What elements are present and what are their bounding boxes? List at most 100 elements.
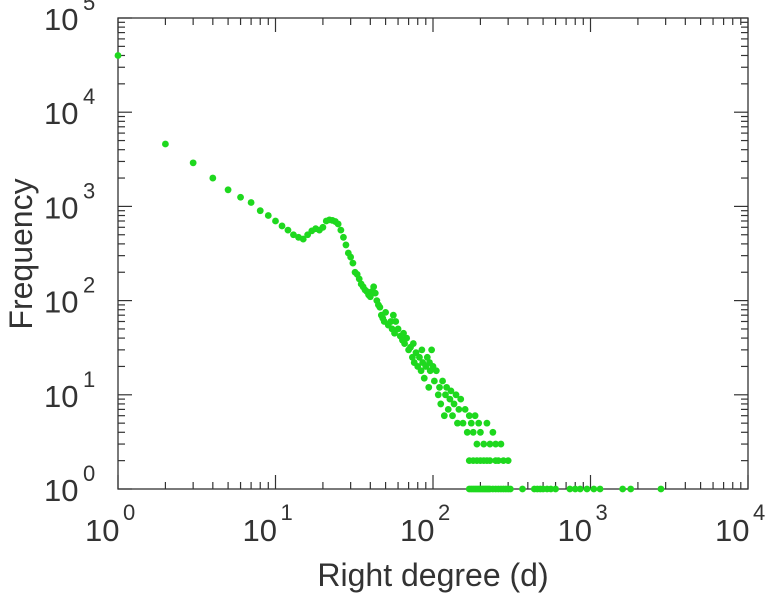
data-point	[475, 419, 483, 427]
data-point	[590, 485, 598, 493]
y-tick-exponent: 1	[83, 367, 95, 392]
data-point	[469, 428, 477, 436]
data-point	[394, 325, 402, 333]
data-point	[492, 440, 500, 448]
data-point	[583, 485, 591, 493]
data-point	[264, 212, 272, 219]
x-tick-exponent: 2	[438, 500, 450, 525]
data-point	[272, 217, 279, 225]
data-point	[370, 283, 378, 291]
data-point	[500, 457, 507, 465]
data-point	[442, 391, 449, 399]
data-point	[489, 428, 497, 436]
data-point	[440, 412, 448, 420]
data-point	[432, 367, 440, 375]
data-point	[342, 241, 350, 249]
data-point	[547, 485, 555, 493]
data-point	[416, 353, 423, 361]
data-point	[425, 383, 433, 391]
data-point	[401, 340, 408, 347]
data-point	[497, 440, 505, 448]
data-point	[486, 457, 494, 465]
x-tick-label: 10	[715, 513, 749, 548]
data-point	[355, 275, 363, 283]
y-tick-label: 10	[44, 285, 78, 320]
axis-ticks	[117, 17, 749, 490]
data-point	[366, 293, 374, 301]
y-tick-exponent: 5	[83, 0, 95, 15]
x-tick-label: 10	[243, 513, 277, 548]
data-point	[454, 419, 461, 427]
data-point	[492, 457, 500, 465]
data-point	[376, 303, 384, 311]
data-point	[519, 485, 526, 493]
x-tick-label: 10	[558, 513, 592, 548]
data-point	[504, 457, 512, 465]
data-point	[284, 226, 292, 234]
data-point	[403, 334, 411, 342]
data-point	[459, 419, 467, 427]
y-tick-exponent: 2	[83, 273, 95, 298]
y-tick-label: 10	[44, 190, 78, 225]
data-point	[349, 259, 357, 267]
data-point	[506, 485, 514, 493]
data-point	[437, 400, 445, 408]
y-tick-label: 10	[44, 473, 78, 508]
data-point	[418, 346, 426, 354]
data-point	[434, 391, 442, 399]
data-point	[319, 223, 327, 231]
data-point	[473, 440, 481, 448]
data-point	[576, 485, 584, 493]
data-point	[436, 383, 443, 391]
data-point	[446, 395, 454, 403]
data-point	[420, 374, 428, 382]
data-point	[447, 387, 455, 395]
data-point	[483, 419, 491, 427]
data-point	[455, 405, 463, 413]
data-point	[417, 367, 425, 375]
data-point	[114, 52, 122, 59]
data-point	[452, 391, 460, 399]
data-point	[247, 199, 255, 206]
data-point	[224, 186, 232, 194]
y-tick-exponent: 3	[83, 178, 95, 203]
data-point	[409, 340, 417, 347]
y-tick-label: 10	[44, 2, 78, 37]
data-point	[444, 405, 452, 413]
plot-frame	[117, 17, 749, 490]
data-point	[457, 395, 465, 403]
x-tick-exponent: 4	[753, 500, 765, 525]
data-point	[209, 174, 217, 182]
data-point	[290, 231, 297, 239]
data-point	[552, 485, 559, 493]
data-point	[450, 400, 458, 408]
data-point	[256, 207, 264, 215]
data-point	[461, 405, 469, 413]
data-point	[566, 485, 574, 493]
data-points	[114, 52, 665, 493]
data-point	[619, 485, 627, 493]
data-point	[278, 222, 286, 230]
y-tick-label: 10	[44, 96, 78, 131]
x-axis-title: Right degree (d)	[317, 557, 548, 593]
data-point	[334, 220, 342, 228]
x-tick-exponent: 3	[596, 500, 608, 525]
data-point	[477, 428, 484, 436]
data-point	[162, 140, 169, 148]
data-point	[412, 349, 420, 357]
data-point	[299, 235, 307, 243]
y-axis-title: Frequency	[3, 178, 39, 329]
data-point	[480, 440, 488, 448]
data-point	[400, 329, 407, 337]
data-point	[428, 346, 436, 354]
y-tick-exponent: 0	[83, 461, 95, 486]
x-tick-label: 10	[85, 513, 119, 548]
data-point	[387, 318, 395, 325]
data-point	[463, 428, 471, 436]
data-point	[430, 377, 438, 385]
data-point	[627, 485, 635, 493]
data-point	[471, 412, 479, 420]
data-point	[237, 193, 244, 201]
data-point	[382, 308, 389, 316]
data-point	[465, 412, 473, 420]
